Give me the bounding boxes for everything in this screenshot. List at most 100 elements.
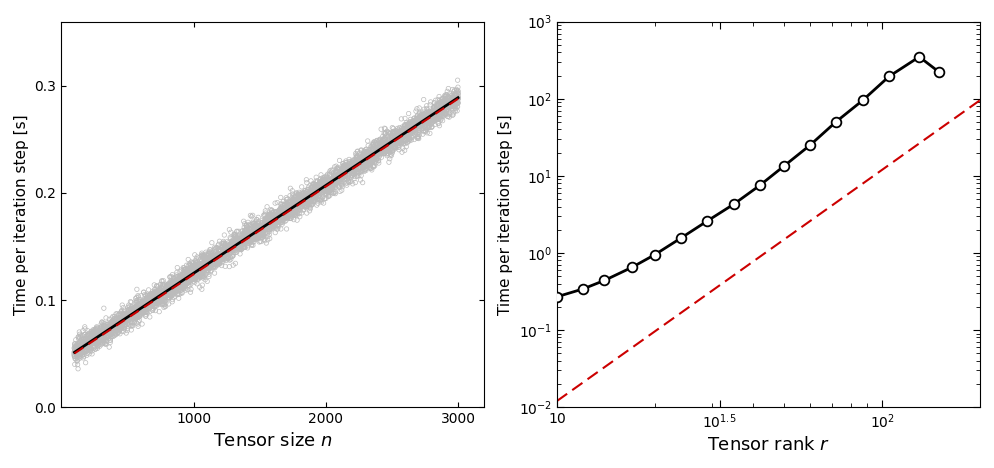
Point (183, 264, 199, 271)
Point (368, 146, 384, 154)
Point (279, 205, 295, 212)
Point (90, 336, 106, 344)
Point (151, 300, 167, 307)
Point (90, 340, 106, 347)
Point (229, 234, 245, 242)
Point (112, 323, 128, 331)
Point (272, 206, 288, 213)
Point (96, 322, 112, 329)
Point (67, 344, 83, 352)
Point (245, 234, 260, 241)
Point (273, 203, 289, 211)
Point (437, 111, 453, 118)
Point (290, 196, 306, 204)
Point (165, 278, 181, 285)
Point (68, 343, 83, 350)
Point (169, 283, 185, 290)
Point (384, 133, 400, 140)
Point (370, 142, 386, 150)
Point (284, 196, 300, 203)
Point (174, 272, 190, 279)
Point (206, 261, 222, 269)
Point (392, 124, 408, 132)
Point (418, 113, 434, 121)
Point (74, 343, 89, 350)
Point (211, 258, 227, 266)
Point (106, 322, 122, 329)
Point (399, 130, 414, 138)
Point (165, 287, 181, 295)
Point (281, 203, 297, 210)
Point (238, 237, 253, 245)
Point (137, 295, 153, 303)
Point (249, 235, 265, 243)
Point (318, 182, 334, 189)
Point (341, 156, 357, 163)
Point (320, 180, 336, 187)
Point (417, 109, 433, 117)
Point (336, 168, 352, 176)
Point (299, 191, 315, 199)
Point (410, 125, 425, 132)
Point (303, 177, 319, 184)
Point (381, 128, 397, 136)
Point (104, 323, 120, 330)
Point (83, 345, 98, 353)
Point (89, 337, 105, 345)
Point (434, 100, 450, 107)
Point (247, 225, 262, 233)
Point (153, 294, 169, 302)
Point (154, 287, 170, 295)
Point (263, 225, 279, 233)
Point (340, 167, 356, 175)
Point (173, 271, 189, 278)
Point (88, 341, 104, 349)
Point (122, 322, 138, 329)
Point (435, 100, 451, 108)
Point (268, 211, 284, 219)
Point (199, 267, 215, 275)
Point (133, 304, 149, 312)
Point (260, 221, 276, 228)
Point (258, 218, 274, 225)
Point (300, 197, 316, 205)
Point (406, 123, 421, 130)
Point (327, 180, 343, 188)
Point (175, 279, 191, 286)
Point (218, 257, 234, 264)
Point (101, 330, 117, 337)
Point (164, 271, 180, 278)
Point (93, 323, 109, 330)
Point (218, 248, 234, 255)
Point (163, 282, 179, 290)
Point (357, 158, 373, 166)
Point (183, 288, 199, 296)
Point (198, 262, 214, 269)
Point (425, 107, 441, 115)
Point (84, 337, 100, 345)
Point (324, 184, 340, 191)
Point (248, 230, 263, 238)
Point (405, 122, 420, 130)
Point (149, 294, 165, 301)
Point (414, 108, 430, 116)
Point (340, 165, 356, 173)
Point (312, 186, 328, 194)
Point (327, 177, 343, 184)
Point (443, 96, 459, 103)
Point (418, 119, 434, 126)
Point (250, 229, 266, 236)
Point (446, 91, 462, 98)
Point (311, 192, 327, 199)
Point (75, 348, 90, 355)
Point (424, 108, 440, 115)
Point (153, 286, 169, 294)
Point (396, 129, 412, 136)
Point (301, 194, 317, 201)
Point (276, 210, 292, 218)
Point (133, 292, 149, 300)
Point (224, 247, 240, 255)
Point (323, 167, 339, 174)
Point (256, 216, 272, 223)
Point (379, 140, 395, 148)
